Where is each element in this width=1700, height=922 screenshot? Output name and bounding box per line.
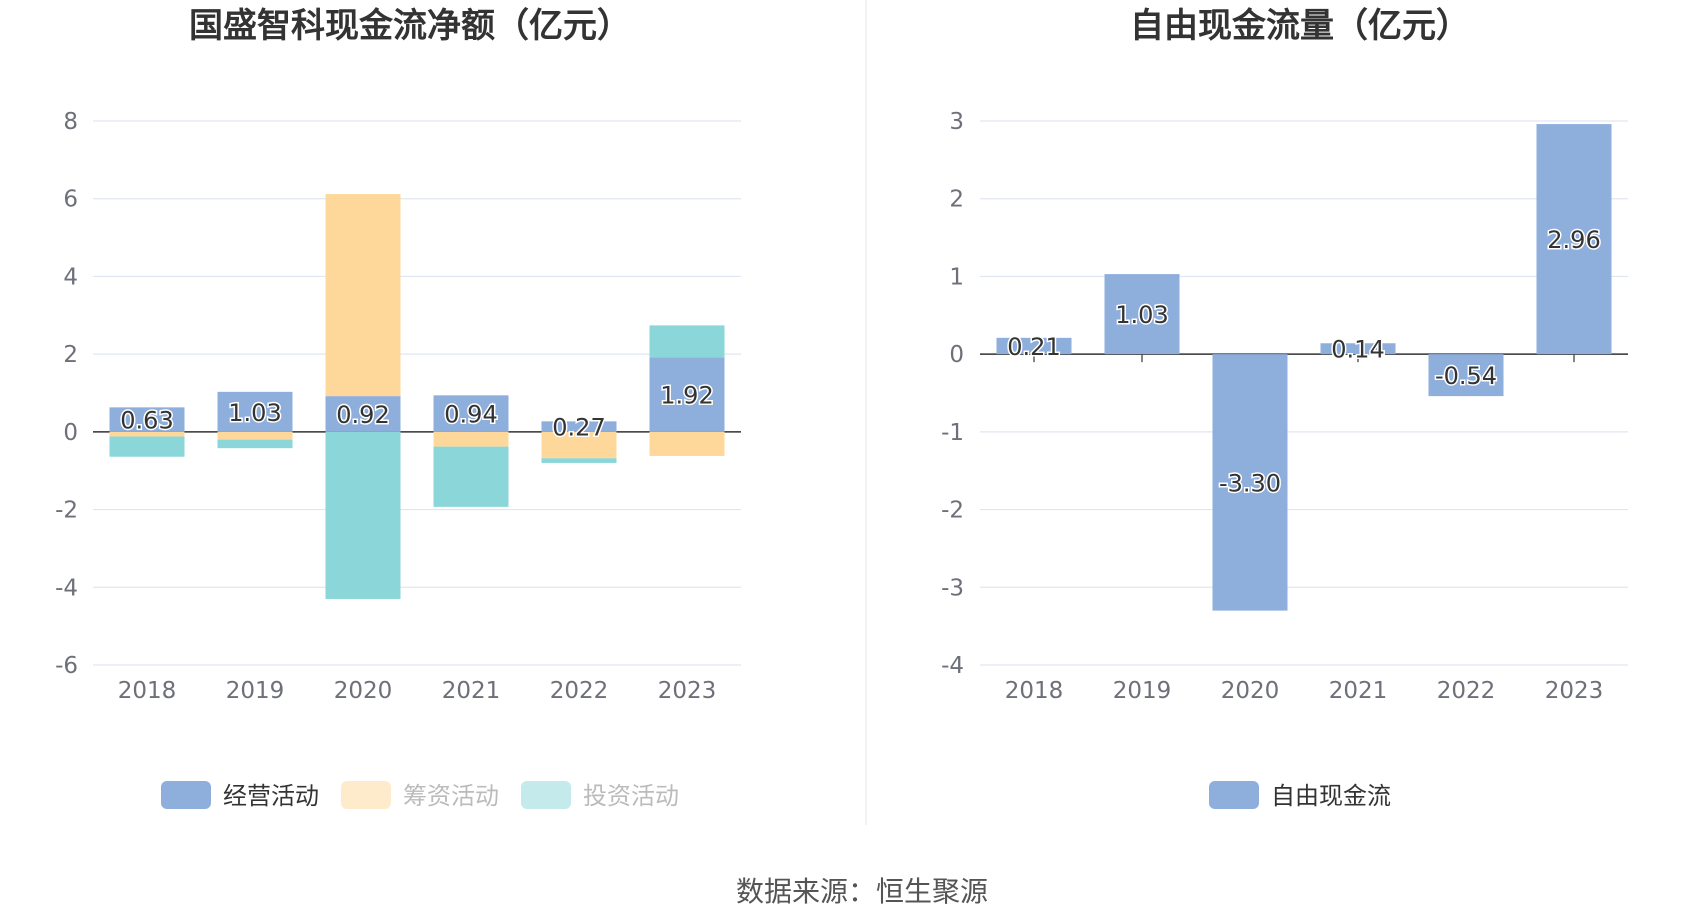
x-tick-label: 2023 [1545,678,1604,704]
bar-经营活动-2022 [541,421,617,432]
data-label: -3.30 [1219,469,1281,497]
x-tick-label: 2020 [334,678,393,704]
legend-swatch [1209,781,1259,809]
y-tick-label: -2 [55,498,78,524]
bar-经营活动-2018 [109,407,185,432]
x-tick-label: 2019 [226,678,285,704]
legend-item-经营活动[interactable]: 经营活动 [161,781,319,810]
bar-投资活动-2020 [325,431,401,599]
legend-item-自由现金流[interactable]: 自由现金流 [1209,781,1391,810]
y-tick-label: -2 [941,498,964,524]
bar-自由现金流-2020 [1212,354,1288,611]
y-tick-label: -4 [941,653,964,679]
x-tick-label: 2021 [1329,678,1388,704]
bar-投资活动-2019 [217,439,293,449]
data-label: 0.14 [1331,336,1384,364]
legend-label: 筹资活动 [403,782,499,810]
bar-筹资活动-2022 [541,431,617,459]
bar-投资活动-2018 [109,436,185,457]
bar-经营活动-2020 [325,396,401,432]
y-tick-label: 6 [63,187,78,213]
x-tick-label: 2022 [1437,678,1496,704]
data-label: 1.03 [228,399,281,427]
legend-label: 投资活动 [583,782,679,810]
bar-筹资活动-2020 [325,194,401,397]
bar-筹资活动-2023 [649,431,725,456]
data-label: -0.54 [1435,362,1497,390]
x-tick-label: 2021 [442,678,501,704]
y-tick-label: -4 [55,575,78,601]
y-tick-label: 1 [949,264,964,290]
bar-投资活动-2022 [541,458,617,463]
chart-title: 国盛智科现金流净额（亿元） [189,6,631,46]
bar-经营活动-2019 [217,391,293,432]
bar-自由现金流-2023 [1536,124,1612,355]
chart-title: 自由现金流量（亿元） [1130,6,1470,46]
data-label: 0.92 [336,401,389,429]
y-tick-label: 0 [949,342,964,368]
y-tick-label: 4 [63,264,78,290]
y-tick-label: -3 [941,575,964,601]
y-tick-label: 2 [949,187,964,213]
legend-swatch [521,781,571,809]
bar-经营活动-2021 [433,395,509,432]
y-tick-label: 2 [63,342,78,368]
legend-item-筹资活动[interactable]: 筹资活动 [341,781,499,810]
x-tick-label: 2023 [658,678,717,704]
bar-筹资活动-2019 [217,431,293,440]
bar-筹资活动-2018 [109,431,185,437]
data-label: 1.03 [1115,301,1168,329]
bar-投资活动-2021 [433,446,509,507]
bar-自由现金流-2021 [1320,343,1396,355]
x-tick-label: 2018 [118,678,177,704]
legend-label: 经营活动 [223,782,319,810]
chart-1: 国盛智科现金流净额（亿元） 8 6 4 2 0 -2 -4 -6 2018 2019 2020 2021… [55,6,741,810]
data-label: 2.96 [1547,226,1600,254]
legend-swatch [161,781,211,809]
data-label: 0.94 [444,401,497,429]
x-tick-label: 2020 [1221,678,1280,704]
bar-投资活动-2023 [649,325,725,358]
data-label: 0.27 [552,414,605,442]
y-tick-label: -1 [941,420,964,446]
source-note: 数据来源：恒生聚源 [736,875,988,908]
y-tick-label: 0 [63,420,78,446]
bar-筹资活动-2021 [433,431,509,447]
x-tick-label: 2019 [1113,678,1172,704]
bar-自由现金流-2019 [1104,274,1180,355]
data-label: 0.21 [1007,333,1060,361]
legend-swatch [341,781,391,809]
legend-label: 自由现金流 [1271,782,1391,810]
y-tick-label: 8 [63,109,78,135]
bar-自由现金流-2022 [1428,354,1504,397]
bar-自由现金流-2018 [996,337,1072,355]
bar-经营活动-2023 [649,357,725,432]
x-tick-label: 2018 [1005,678,1064,704]
x-tick-label: 2022 [550,678,609,704]
data-label: 0.63 [120,407,173,435]
y-tick-label: -6 [55,653,78,679]
chart-2: 自由现金流量（亿元） 3 2 1 0 -1 -2 -3 -4 2018 2019 2020 2021 20… [941,6,1628,810]
legend-item-投资活动[interactable]: 投资活动 [521,781,679,810]
data-label: 1.92 [660,382,713,410]
y-tick-label: 3 [949,109,964,135]
